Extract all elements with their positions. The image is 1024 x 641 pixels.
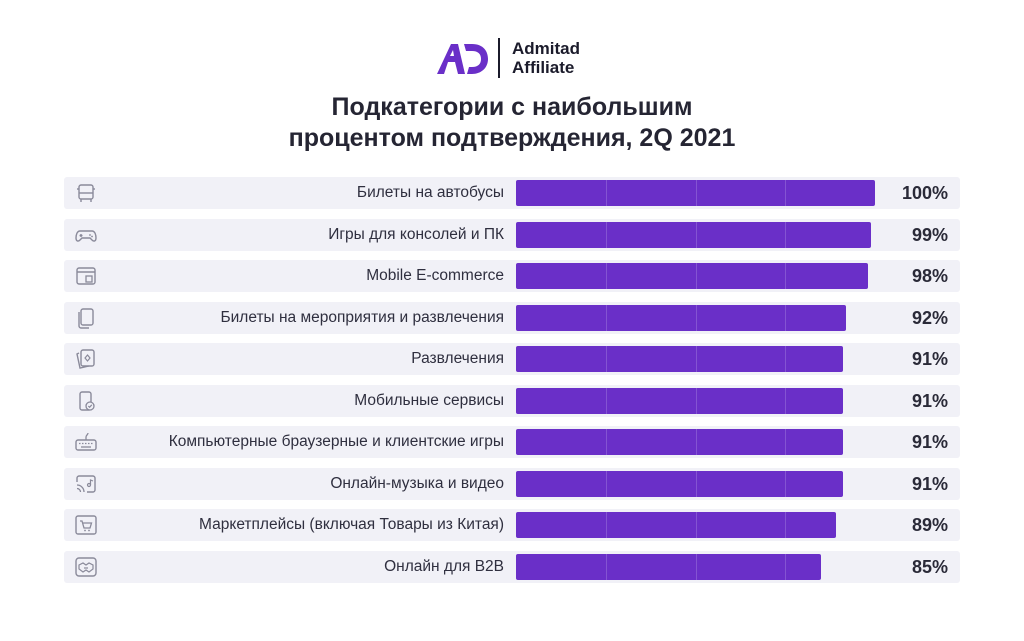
gridline [605,553,607,580]
chart-row: Билеты на мероприятия и развлечения 92% [64,301,960,334]
gridline [605,304,607,331]
chart-row: Онлайн-музыка и видео 91% [64,467,960,500]
brand-name-line1: Admitad [512,39,580,58]
bar [516,180,875,206]
value-label: 89% [911,515,948,535]
chart-row: Мобильные сервисы 91% [64,384,960,417]
value-label: 91% [911,349,948,369]
category-label: Маркетплейсы (включая Товары из Китая) [199,516,504,533]
gridline [785,553,787,580]
bar [516,221,872,248]
value-label: 85% [911,556,948,577]
gridline [695,346,697,372]
gridline [785,387,787,414]
bar [516,470,843,497]
gridline [605,470,607,497]
gridline [605,429,607,455]
chart-row: Маркетплейсы (включая Товары из Китая) 89… [64,509,960,541]
gridline [785,470,787,497]
bar [516,346,843,372]
brand-name-line2: Affiliate [512,58,575,77]
category-label: Mobile E-commerce [366,267,504,284]
value-label: 100% [901,183,948,203]
gridline [605,263,607,289]
value-label: 98% [911,266,948,286]
chart-row: Компьютерные браузерные и клиентские игр… [64,426,960,458]
gridline [695,387,697,414]
handshake-icon [74,556,98,578]
store-icon [74,265,98,287]
gridline [605,346,607,372]
chart-row: Онлайн для B2B 85% [64,550,960,583]
keyboard-icon [74,431,98,453]
tickets-icon [74,307,98,329]
playing-cards-icon [74,348,98,370]
category-label: Билеты на мероприятия и развлечения [220,308,504,326]
value-label: 91% [911,390,948,411]
gridline [785,263,787,289]
admitad-logo-icon [437,44,488,74]
value-label: 92% [911,307,948,328]
gridline [695,470,697,497]
category-label: Игры для консолей и ПК [328,225,504,243]
bar [516,553,822,580]
gridline [785,304,787,331]
chart-title-line1: Подкатегории с наибольшим [331,93,693,121]
chart-row: Mobile E-commerce 98% [64,260,960,292]
gridline [695,221,697,248]
gridline [695,429,697,455]
category-label: Онлайн для B2B [384,557,504,575]
gridline [605,512,607,538]
gridline [785,221,787,248]
bar [516,387,843,414]
brand-name: Admitad Affiliate [512,39,580,77]
gridline [785,512,787,538]
gridline [695,263,697,289]
chart-row: Билеты на автобусы 100% [64,177,960,209]
brand-logo: Admitad Affiliate [434,36,580,80]
bar [516,429,843,455]
cart-icon [74,514,98,536]
bar [516,263,868,289]
category-label: Компьютерные браузерные и клиентские игр… [168,433,504,450]
bar [516,304,847,331]
gridline [695,512,697,538]
mobile-check-icon [74,390,98,412]
category-label: Мобильные сервисы [354,391,504,409]
gridline [605,221,607,248]
category-label: Онлайн-музыка и видео [330,474,504,492]
gridline [785,346,787,372]
chart-row: Развлечения 91% [64,343,960,375]
bar [516,512,836,538]
value-label: 91% [911,432,948,452]
chart-title: Подкатегории с наибольшим процентом подт… [0,92,1024,154]
gridline [695,180,697,206]
category-label: Развлечения [411,350,504,367]
logo-separator [498,38,500,78]
chart-row: Игры для консолей и ПК 99% [64,218,960,251]
bus-icon [74,182,98,204]
value-label: 99% [911,224,948,245]
chart-title-line2: процентом подтверждения, 2Q 2021 [288,124,736,152]
gridline [695,553,697,580]
gridline [605,387,607,414]
gridline [605,180,607,206]
value-label: 91% [911,473,948,494]
music-video-icon [74,473,98,495]
category-label: Билеты на автобусы [356,184,504,201]
gridline [785,180,787,206]
gamepad-icon [74,224,98,246]
gridline [785,429,787,455]
gridline [695,304,697,331]
bar-chart: Билеты на автобусы 100% Игры для консолей … [64,177,960,592]
